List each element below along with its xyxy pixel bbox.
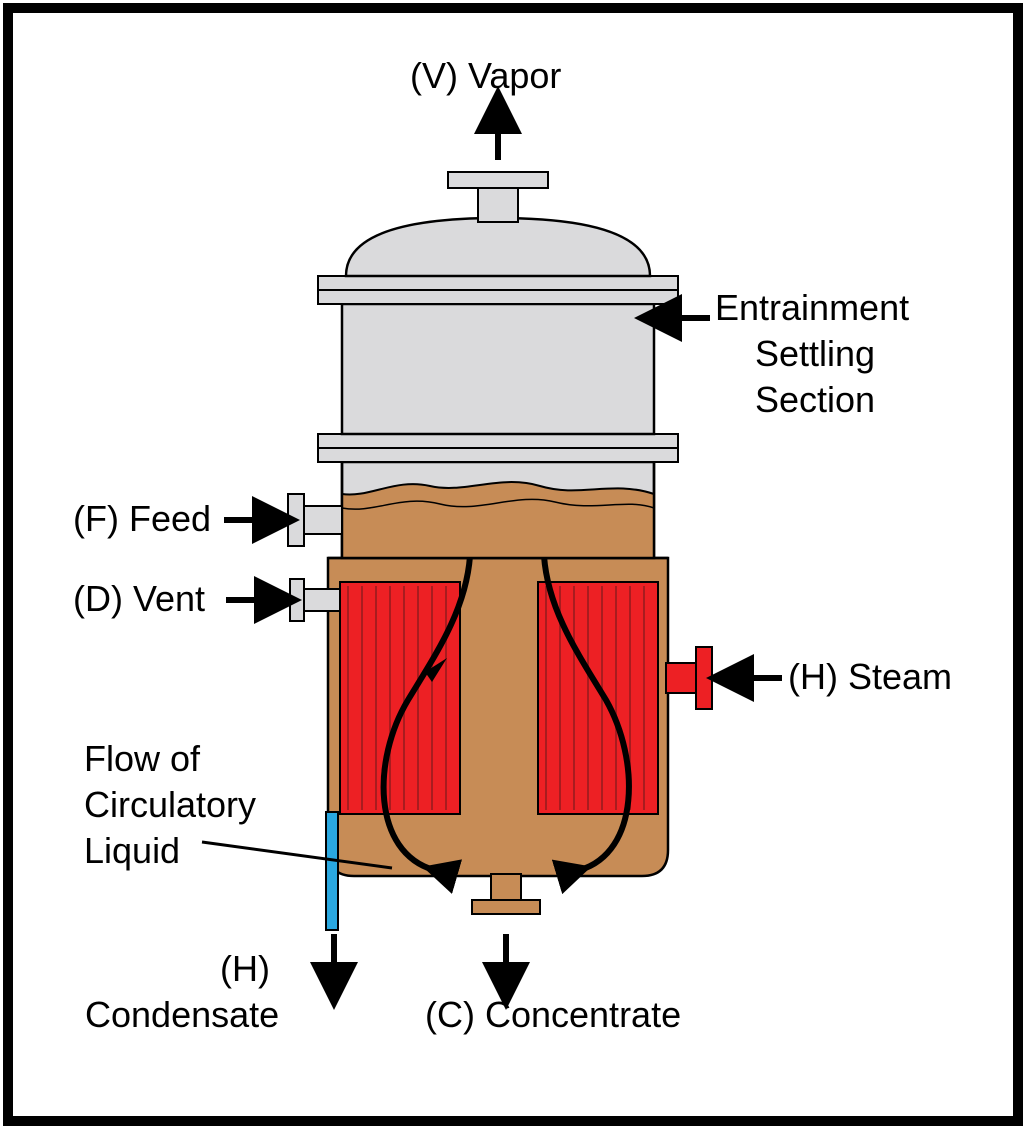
feed-nozzle-pipe xyxy=(302,506,342,534)
vent-label: (D) Vent xyxy=(73,578,205,620)
flow-label-3: Liquid xyxy=(84,830,180,872)
vent-nozzle-flange xyxy=(290,579,304,621)
mid-flange-upper xyxy=(318,434,678,448)
top-nozzle-flange xyxy=(448,172,548,188)
flow-label-2: Circulatory xyxy=(84,784,256,826)
liquid-surface-fill xyxy=(342,482,654,558)
condensate-pipe xyxy=(326,812,338,930)
vapor-label: (V) Vapor xyxy=(410,55,561,97)
steam-label: (H) Steam xyxy=(788,656,952,698)
condensate-h-label: (H) xyxy=(220,948,270,990)
condensate-label: Condensate xyxy=(85,994,279,1036)
steam-nozzle-flange xyxy=(696,647,712,709)
steam-nozzle-pipe xyxy=(666,663,698,693)
vent-nozzle-pipe xyxy=(302,589,340,611)
upper-body xyxy=(342,304,654,434)
entrainment-label-3: Section xyxy=(755,379,875,421)
tube-bank-right xyxy=(538,582,658,814)
bottom-nozzle-pipe xyxy=(491,874,521,902)
tube-bank-left xyxy=(340,582,460,814)
top-flange-upper xyxy=(318,276,678,290)
mid-flange-lower xyxy=(318,448,678,462)
bottom-nozzle-flange xyxy=(472,900,540,914)
concentrate-label: (C) Concentrate xyxy=(425,994,681,1036)
entrainment-label-1: Entrainment xyxy=(715,287,909,329)
entrainment-label-2: Settling xyxy=(755,333,875,375)
top-flange-lower xyxy=(318,290,678,304)
diagram-svg xyxy=(0,0,1026,1129)
top-nozzle-pipe xyxy=(478,188,518,222)
diagram-frame: (V) Vapor Entrainment Settling Section (… xyxy=(0,0,1026,1129)
feed-label: (F) Feed xyxy=(73,498,211,540)
evaporator-vessel xyxy=(288,172,712,930)
flow-label-1: Flow of xyxy=(84,738,200,780)
feed-nozzle-flange xyxy=(288,494,304,546)
